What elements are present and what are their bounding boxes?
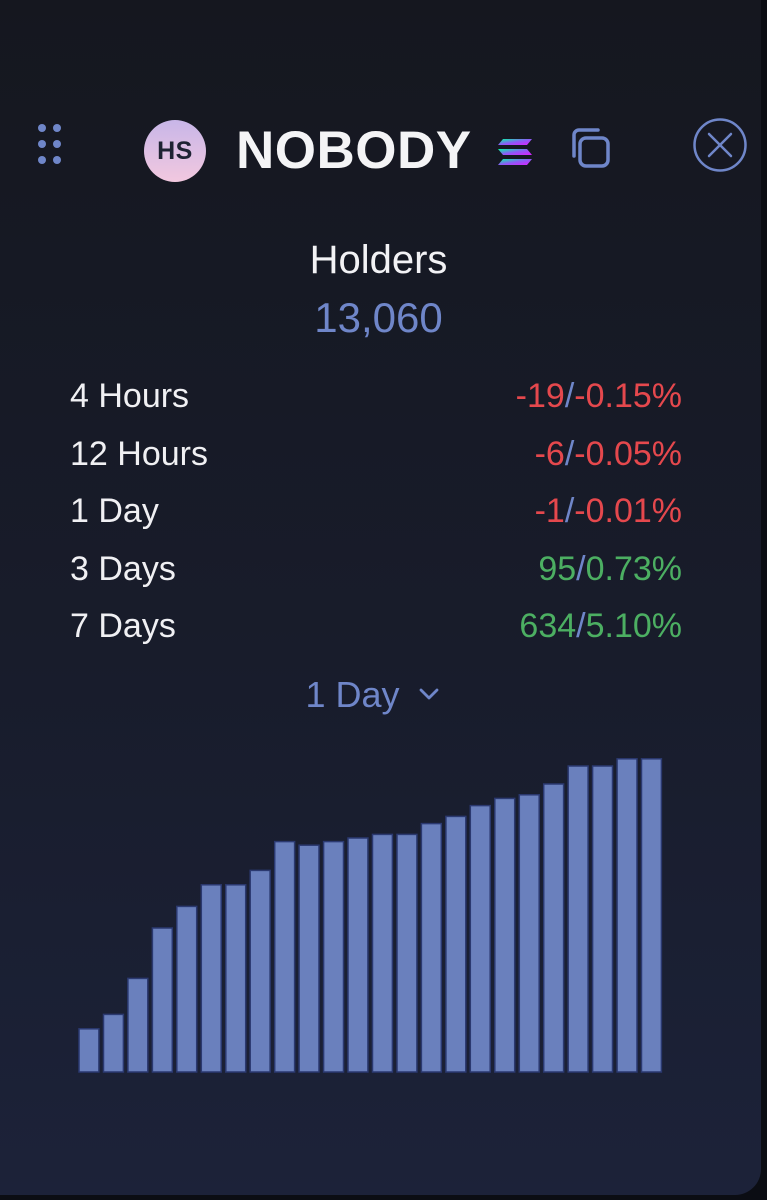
stat-row-12h: 12 Hours -6/-0.05%	[70, 431, 682, 489]
chart-bar	[273, 840, 296, 1073]
chart-bar	[322, 840, 345, 1073]
stat-percent: -0.15%	[574, 377, 682, 415]
stat-label: 4 Hours	[70, 377, 190, 415]
stat-percent: 5.10%	[585, 607, 682, 645]
chart-bar	[298, 844, 320, 1073]
stat-row-4h: 4 Hours -19/-0.15%	[70, 373, 682, 431]
chart-bar	[347, 837, 369, 1073]
chart-bar	[518, 794, 540, 1073]
chart-bar	[396, 833, 418, 1073]
stat-change: -1	[534, 492, 565, 530]
chart-bar	[176, 905, 198, 1073]
chart-bar	[542, 783, 565, 1073]
holder-change-list: 4 Hours -19/-0.15% 12 Hours -6/-0.05% 1 …	[70, 373, 682, 661]
chart-bar	[127, 977, 149, 1073]
chart-bar	[225, 884, 247, 1073]
chart-bar	[616, 758, 638, 1073]
chart-bar	[469, 804, 491, 1073]
avatar: HS	[144, 120, 206, 182]
stat-label: 12 Hours	[70, 434, 208, 473]
period-selected: 1 Day	[305, 674, 400, 715]
chart-bar	[445, 815, 467, 1073]
close-icon[interactable]	[692, 117, 748, 173]
stat-percent: -0.01%	[574, 492, 682, 530]
stat-row-7d: 7 Days 634/5.10%	[70, 603, 682, 661]
avatar-initials: HS	[157, 136, 193, 165]
stat-value: -1/-0.01%	[534, 492, 682, 530]
solana-icon	[498, 139, 532, 165]
copy-icon[interactable]	[567, 125, 613, 171]
stat-value: -6/-0.05%	[534, 434, 682, 473]
chart-bar	[371, 833, 394, 1073]
token-name: NOBODY	[236, 121, 472, 180]
chart-bar	[591, 765, 614, 1073]
stat-row-1d: 1 Day -1/-0.01%	[70, 488, 682, 546]
stat-value: -19/-0.15%	[515, 377, 682, 415]
stat-change: 634	[519, 607, 577, 645]
period-dropdown[interactable]: 1 Day	[0, 671, 745, 719]
chart-bar	[151, 927, 174, 1073]
stat-value: 95/0.73%	[538, 549, 682, 588]
stat-change: -6	[534, 434, 565, 473]
chart-bar	[420, 822, 443, 1073]
chart-bar	[640, 758, 663, 1073]
stat-label: 7 Days	[70, 607, 176, 645]
grip-dots-icon[interactable]	[36, 122, 66, 166]
chevron-down-icon	[419, 689, 438, 700]
stat-change: -19	[515, 377, 565, 415]
token-header: HS NOBODY	[0, 112, 761, 188]
stat-change: 95	[538, 549, 577, 588]
chart-bar	[102, 1013, 125, 1073]
chart-bar	[567, 765, 589, 1073]
holders-title: Holders	[309, 238, 448, 282]
chart-bar	[494, 797, 516, 1073]
stat-row-3d: 3 Days 95/0.73%	[70, 546, 682, 604]
chart-bar	[249, 869, 271, 1073]
stat-label: 1 Day	[70, 492, 159, 530]
stat-label: 3 Days	[70, 549, 176, 588]
stat-percent: 0.73%	[585, 549, 682, 588]
chart-bar	[200, 884, 222, 1073]
stat-percent: -0.05%	[574, 434, 682, 473]
holders-count: 13,060	[314, 294, 443, 341]
chart-bar	[78, 1028, 100, 1073]
stat-value: 634/5.10%	[519, 607, 682, 645]
